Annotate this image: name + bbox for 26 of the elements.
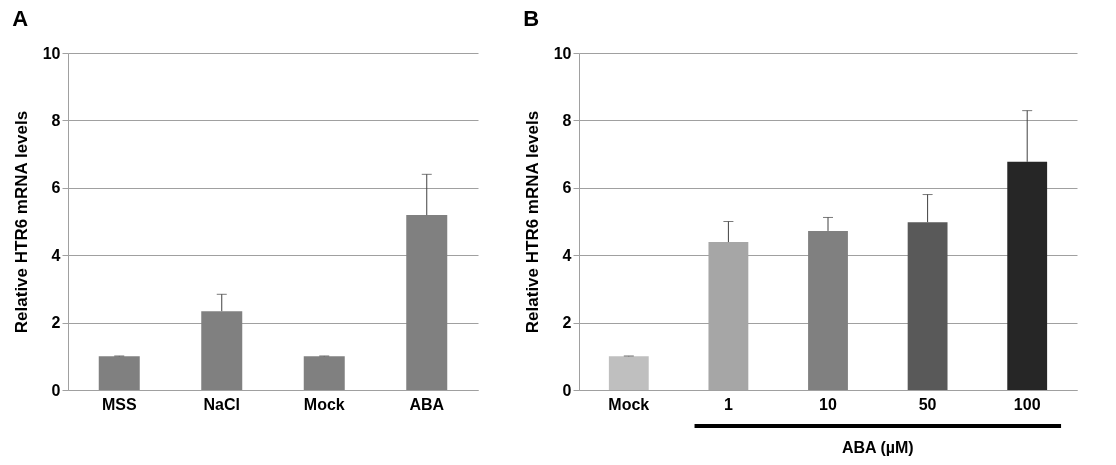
y-tick-label: 2 — [51, 314, 61, 332]
x-tick-label: 100 — [1013, 395, 1041, 413]
x-tick-label: MSS — [101, 395, 137, 413]
y-tick-label: 10 — [553, 44, 572, 62]
y-tick-label: 6 — [562, 179, 572, 197]
y-tick-label: 4 — [51, 246, 61, 264]
y-tick-label: 6 — [51, 179, 61, 197]
y-tick-label: 8 — [562, 111, 572, 129]
y-tick-label: 0 — [51, 381, 61, 399]
y-tick-label: 10 — [42, 44, 61, 62]
x-tick-label: 50 — [918, 395, 937, 413]
y-tick-label: 8 — [51, 111, 61, 129]
x-tick-label: NaCl — [203, 395, 240, 413]
x-tick-label: 10 — [819, 395, 837, 413]
x-tick-label: Mock — [303, 395, 345, 413]
y-tick-label: 4 — [562, 246, 572, 264]
y-tick-label: 0 — [562, 381, 572, 399]
x-tick-label: Mock — [608, 395, 650, 413]
y-axis-title: Relative HTR6 mRNA levels — [11, 110, 31, 334]
y-tick-label: 2 — [562, 314, 572, 332]
x-tick-label: ABA — [409, 395, 445, 413]
chart-title: B — [523, 6, 540, 31]
chart-title: A — [12, 6, 29, 31]
y-axis-title: Relative HTR6 mRNA levels — [522, 110, 542, 334]
x-tick-label: 1 — [723, 395, 733, 413]
x-axis-title: ABA (µM) — [841, 439, 914, 456]
